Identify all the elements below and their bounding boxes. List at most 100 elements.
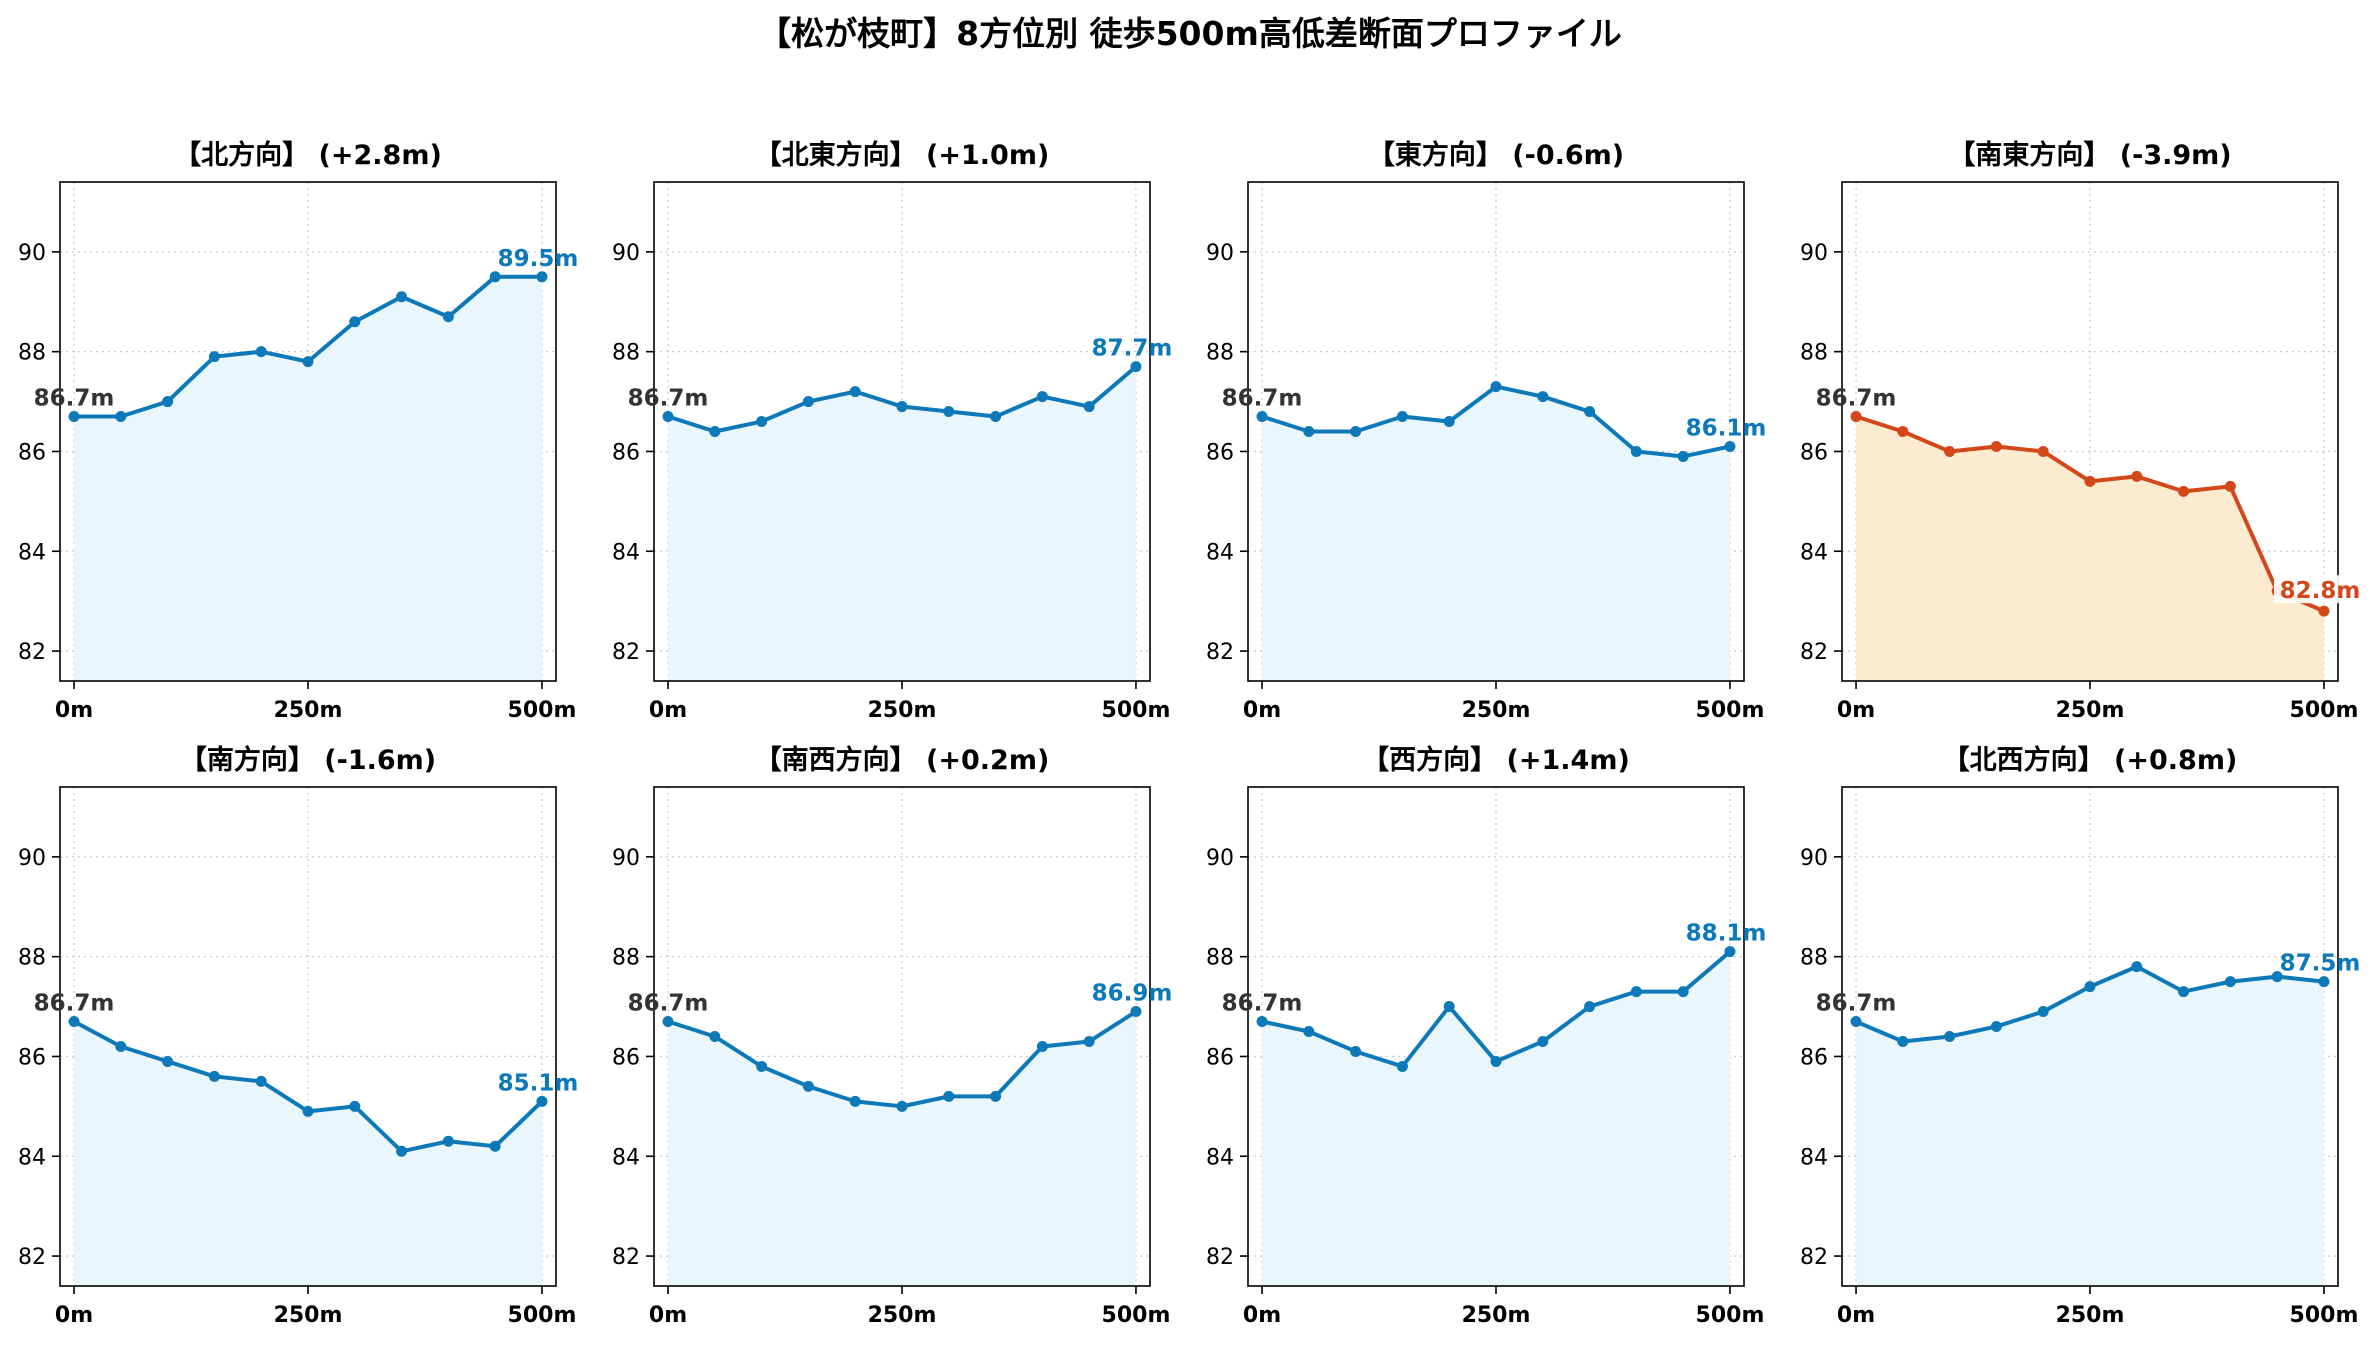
y-tick-label: 88 xyxy=(18,341,46,366)
data-point xyxy=(662,411,674,423)
y-tick-label: 84 xyxy=(1800,1145,1828,1170)
end-value-label: 87.5m xyxy=(2280,951,2361,977)
data-point xyxy=(1130,361,1142,373)
data-point xyxy=(2178,485,2190,497)
data-point xyxy=(1443,1001,1455,1013)
start-value-label: 86.7m xyxy=(1222,991,1303,1017)
area-fill xyxy=(1262,951,1730,1286)
data-point xyxy=(489,1140,501,1152)
y-tick-label: 82 xyxy=(612,640,640,665)
data-point xyxy=(896,1100,908,1112)
data-point xyxy=(849,386,861,398)
data-point xyxy=(1677,450,1689,462)
x-tick-label: 0m xyxy=(1837,698,1875,723)
data-point xyxy=(1630,445,1642,457)
area-fill xyxy=(74,276,542,681)
y-tick-label: 86 xyxy=(1800,440,1828,465)
data-point xyxy=(2224,976,2236,988)
y-tick-label: 86 xyxy=(612,440,640,465)
y-tick-label: 84 xyxy=(18,540,46,565)
x-tick-label: 0m xyxy=(1243,1303,1281,1328)
data-point xyxy=(1490,381,1502,393)
data-point xyxy=(1724,946,1736,958)
x-tick-label: 250m xyxy=(274,698,343,723)
subplot-4: 【南東方向】 (-3.9m) 82 84 86 88 90 0m 250m 500m 86.7m 8… xyxy=(1800,139,2366,723)
data-point xyxy=(1490,1055,1502,1067)
x-tick-label: 500m xyxy=(1102,1303,1171,1328)
data-point xyxy=(68,1016,80,1028)
data-point xyxy=(1630,986,1642,998)
x-tick-label: 500m xyxy=(508,698,577,723)
data-point xyxy=(255,1075,267,1087)
data-point xyxy=(2037,1006,2049,1018)
start-value-label: 86.7m xyxy=(34,991,115,1017)
start-value-label: 86.7m xyxy=(628,386,709,412)
y-tick-label: 88 xyxy=(612,946,640,971)
data-point xyxy=(802,1080,814,1092)
area-fill xyxy=(1856,416,2324,681)
data-point xyxy=(302,1105,314,1117)
data-point xyxy=(1584,1001,1596,1013)
y-tick-label: 86 xyxy=(1206,1045,1234,1070)
data-point xyxy=(349,316,361,328)
data-point xyxy=(1724,440,1736,452)
end-value-label: 82.8m xyxy=(2280,578,2361,604)
data-point xyxy=(1350,426,1362,437)
data-point xyxy=(1396,411,1408,423)
data-point xyxy=(1396,1060,1408,1072)
x-tick-label: 500m xyxy=(1102,698,1171,723)
y-tick-label: 90 xyxy=(1800,846,1828,871)
y-tick-label: 82 xyxy=(1800,640,1828,665)
data-point xyxy=(1677,986,1689,998)
data-point xyxy=(396,291,408,303)
data-point xyxy=(1036,1040,1048,1052)
data-point xyxy=(1944,1031,1956,1042)
subplot-2: 【北東方向】 (+1.0m) 82 84 86 88 90 0m 250m 500m 86.7m 8… xyxy=(612,139,1172,723)
data-point xyxy=(162,396,174,408)
x-tick-label: 250m xyxy=(868,698,937,723)
data-point xyxy=(1130,1006,1142,1018)
y-tick-label: 84 xyxy=(612,1145,640,1170)
start-value-label: 86.7m xyxy=(628,991,709,1017)
y-tick-label: 82 xyxy=(1206,640,1234,665)
y-tick-label: 90 xyxy=(612,846,640,871)
x-tick-label: 500m xyxy=(1696,1303,1765,1328)
start-value-label: 86.7m xyxy=(1816,991,1897,1017)
x-tick-label: 500m xyxy=(2290,698,2359,723)
y-tick-label: 82 xyxy=(1206,1245,1234,1270)
y-tick-label: 90 xyxy=(1206,241,1234,266)
data-point xyxy=(2318,976,2330,988)
area-fill xyxy=(668,366,1136,681)
data-point xyxy=(802,396,814,408)
data-point xyxy=(2131,961,2143,973)
data-point xyxy=(536,1095,548,1107)
data-point xyxy=(1036,391,1048,403)
x-tick-label: 250m xyxy=(274,1303,343,1328)
data-point xyxy=(2084,981,2096,993)
x-tick-label: 250m xyxy=(2056,698,2125,723)
y-tick-label: 88 xyxy=(1800,341,1828,366)
data-point xyxy=(1350,1045,1362,1057)
data-point xyxy=(1303,426,1315,437)
data-point xyxy=(536,271,548,283)
subplot-title: 【西方向】 (+1.4m) xyxy=(1362,744,1630,776)
end-value-label: 87.7m xyxy=(1092,336,1173,362)
data-point xyxy=(756,416,768,428)
y-tick-label: 82 xyxy=(612,1245,640,1270)
data-point xyxy=(1897,1035,1909,1047)
end-value-label: 88.1m xyxy=(1686,921,1767,947)
data-point xyxy=(302,356,314,368)
y-tick-label: 82 xyxy=(18,1245,46,1270)
y-tick-label: 88 xyxy=(1206,946,1234,971)
x-tick-label: 0m xyxy=(55,1303,93,1328)
data-point xyxy=(1990,1021,2002,1033)
y-tick-label: 90 xyxy=(18,846,46,871)
data-point xyxy=(442,311,454,323)
y-tick-label: 86 xyxy=(18,440,46,465)
data-point xyxy=(2037,445,2049,457)
data-point xyxy=(896,401,908,413)
y-tick-label: 86 xyxy=(1206,440,1234,465)
start-value-label: 86.7m xyxy=(1816,386,1897,412)
x-tick-label: 500m xyxy=(508,1303,577,1328)
y-tick-label: 88 xyxy=(1800,946,1828,971)
